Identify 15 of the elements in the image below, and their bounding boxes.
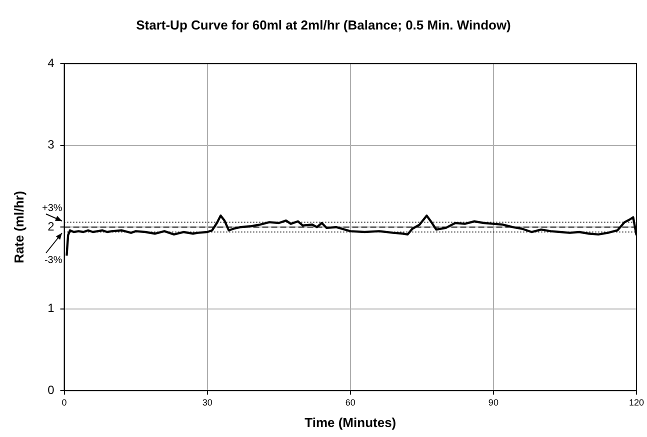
annotation: -3% [44, 254, 62, 266]
x-axis-title: Time (Minutes) [304, 414, 396, 430]
y-tick-label: 3 [48, 138, 55, 152]
chart-title: Start-Up Curve for 60ml at 2ml/hr (Balance; 0.5 Min. Window) [136, 17, 511, 32]
y-tick-label: 2 [48, 219, 55, 234]
y-axis-title: Rate (ml/hr) [11, 190, 26, 264]
x-tick-label: 90 [488, 397, 498, 408]
x-tick-label: 0 [62, 397, 67, 408]
x-tick-label: 30 [202, 397, 212, 408]
y-tick-label: 0 [48, 382, 55, 397]
x-tick-label: 120 [628, 397, 644, 408]
annotation: +3% [42, 202, 62, 214]
y-tick-label: 1 [48, 301, 55, 316]
y-tick-label: 4 [48, 56, 55, 70]
x-tick-label: 60 [345, 397, 356, 408]
